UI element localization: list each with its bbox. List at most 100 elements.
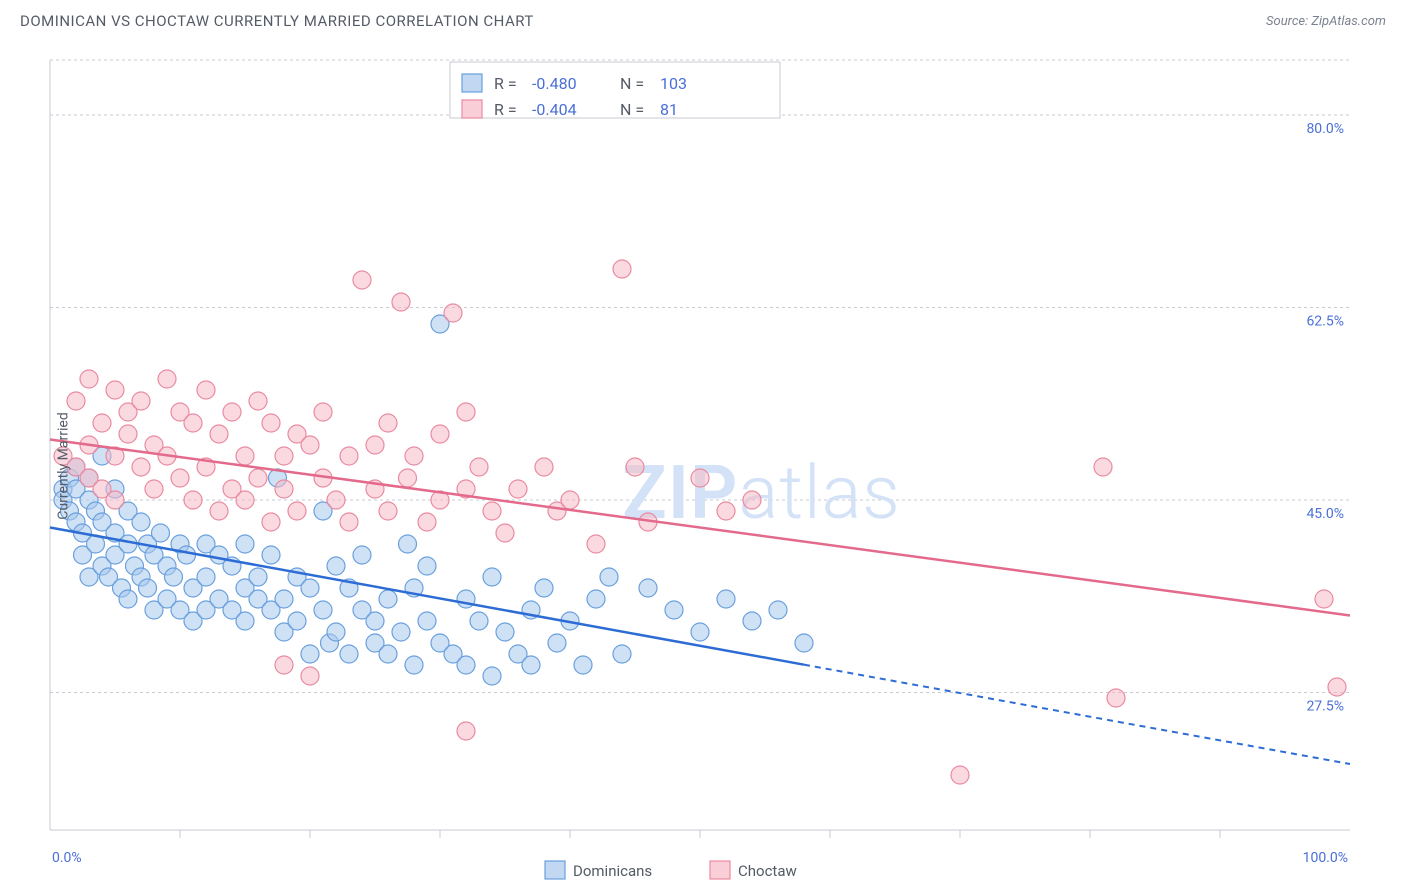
data-point <box>535 458 553 476</box>
data-point <box>951 766 969 784</box>
data-point <box>691 469 709 487</box>
data-point <box>340 447 358 465</box>
data-point <box>483 667 501 685</box>
data-point <box>165 568 183 586</box>
watermark: ZIPatlas <box>622 450 901 537</box>
data-point <box>178 546 196 564</box>
data-point <box>496 524 514 542</box>
data-point <box>314 403 332 421</box>
data-point <box>262 414 280 432</box>
legend-n-value: 103 <box>660 74 687 93</box>
legend-n-label: N = <box>620 100 644 119</box>
data-point <box>1328 678 1346 696</box>
data-point <box>275 656 293 674</box>
data-point <box>327 557 345 575</box>
data-point <box>132 458 150 476</box>
legend-label: Choctaw <box>738 862 797 880</box>
data-point <box>379 502 397 520</box>
legend-swatch <box>462 100 482 118</box>
data-point <box>197 381 215 399</box>
data-point <box>379 645 397 663</box>
data-point <box>418 557 436 575</box>
data-point <box>236 612 254 630</box>
data-point <box>1107 689 1125 707</box>
svg-text:62.5%: 62.5% <box>1306 314 1344 330</box>
data-point <box>171 469 189 487</box>
data-point <box>275 590 293 608</box>
data-point <box>613 645 631 663</box>
data-point <box>80 370 98 388</box>
data-point <box>392 293 410 311</box>
data-point <box>444 304 462 322</box>
data-point <box>262 513 280 531</box>
data-point <box>483 502 501 520</box>
data-point <box>399 535 417 553</box>
data-point <box>288 502 306 520</box>
data-point <box>223 403 241 421</box>
data-point <box>119 590 137 608</box>
data-point <box>236 447 254 465</box>
data-point <box>470 612 488 630</box>
data-point <box>314 601 332 619</box>
data-point <box>743 612 761 630</box>
data-point <box>418 612 436 630</box>
legend-r-value: -0.480 <box>532 74 577 93</box>
data-point <box>249 392 267 410</box>
chart-title: DOMINICAN VS CHOCTAW CURRENTLY MARRIED C… <box>20 12 534 30</box>
data-point <box>236 535 254 553</box>
chart-container: Currently Married 27.5%45.0%62.5%80.0%0.… <box>0 40 1406 892</box>
data-point <box>561 491 579 509</box>
data-point <box>405 447 423 465</box>
legend-label: Dominicans <box>573 862 652 880</box>
svg-text:27.5%: 27.5% <box>1306 699 1344 715</box>
data-point <box>431 425 449 443</box>
data-point <box>119 425 137 443</box>
legend-swatch <box>545 861 565 879</box>
data-point <box>353 271 371 289</box>
data-point <box>93 414 111 432</box>
data-point <box>327 491 345 509</box>
data-point <box>152 524 170 542</box>
data-point <box>288 612 306 630</box>
data-point <box>275 480 293 498</box>
data-point <box>743 491 761 509</box>
y-axis-label: Currently Married <box>56 412 72 519</box>
data-point <box>132 513 150 531</box>
data-point <box>1094 458 1112 476</box>
legend-n-value: 81 <box>660 100 678 119</box>
data-point <box>457 656 475 674</box>
data-point <box>210 502 228 520</box>
data-point <box>639 579 657 597</box>
data-point <box>496 623 514 641</box>
legend-swatch <box>710 861 730 879</box>
data-point <box>301 579 319 597</box>
data-point <box>626 458 644 476</box>
data-point <box>327 623 345 641</box>
svg-text:80.0%: 80.0% <box>1306 121 1344 137</box>
data-point <box>301 667 319 685</box>
data-point <box>665 601 683 619</box>
data-point <box>392 623 410 641</box>
data-point <box>457 403 475 421</box>
data-point <box>587 535 605 553</box>
data-point <box>275 447 293 465</box>
data-point <box>132 392 150 410</box>
data-point <box>301 645 319 663</box>
data-point <box>717 590 735 608</box>
data-point <box>1315 590 1333 608</box>
data-point <box>184 491 202 509</box>
data-point <box>236 491 254 509</box>
data-point <box>249 469 267 487</box>
data-point <box>405 656 423 674</box>
legend-r-label: R = <box>494 100 517 119</box>
data-point <box>457 722 475 740</box>
data-point <box>210 425 228 443</box>
data-point <box>522 656 540 674</box>
data-point <box>67 392 85 410</box>
data-point <box>717 502 735 520</box>
legend-n-label: N = <box>620 74 644 93</box>
svg-text:0.0%: 0.0% <box>52 850 82 866</box>
data-point <box>184 414 202 432</box>
data-point <box>600 568 618 586</box>
data-point <box>613 260 631 278</box>
